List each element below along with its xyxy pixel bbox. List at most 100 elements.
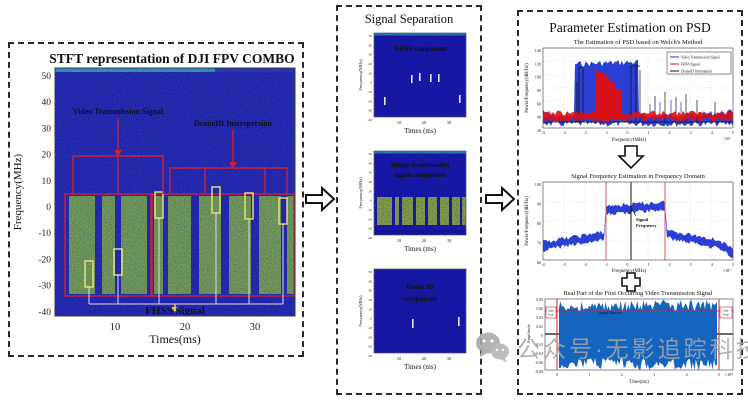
sep1-x-ticks: 10 20 30: [397, 120, 452, 125]
svg-text:30: 30: [369, 289, 373, 293]
svg-text:-20: -20: [38, 255, 51, 265]
svg-text:-2: -2: [583, 262, 587, 267]
welch-title: The Estimation of PSD based on Welch's M…: [574, 39, 703, 46]
svg-text:10: 10: [397, 356, 402, 361]
svg-text:-4: -4: [541, 262, 545, 267]
svg-text:0: 0: [626, 262, 628, 267]
svg-text:50: 50: [369, 270, 373, 274]
svg-text:Point: Point: [723, 314, 729, 317]
svg-text:-10: -10: [38, 229, 51, 239]
svg-text:30: 30: [447, 238, 452, 243]
fhss-connector-lines: [88, 213, 284, 305]
waveform-x-ticks: 0 1 2 3 4 5: [556, 372, 720, 377]
sep2-y-ticks: 50 40 30 20 10 0 -10 -20 -30 -40: [367, 152, 372, 240]
svg-text:60: 60: [537, 101, 541, 106]
svg-text:Start: Start: [548, 310, 553, 313]
psd-panel: Parameter Estimation on PSD The Estimati…: [517, 10, 743, 395]
svg-text:50: 50: [369, 152, 373, 156]
svg-text:End: End: [724, 310, 729, 313]
freqest-x-label: Frequency(MHz): [612, 269, 647, 274]
separation-title: Signal Separation: [365, 12, 454, 26]
freqest-y-label: Power/Frequency(dB/Hz): [525, 196, 530, 246]
svg-text:2: 2: [669, 262, 671, 267]
svg-text:0: 0: [541, 334, 543, 338]
waveform-x-scale: ×10⁴: [725, 372, 733, 377]
freqest-x-scale: ×10⁷: [723, 268, 731, 273]
svg-text:60: 60: [537, 260, 541, 265]
svg-text:40: 40: [369, 43, 373, 47]
svg-text:Point: Point: [548, 314, 554, 317]
svg-text:0.04: 0.04: [536, 316, 543, 320]
sep3-y-ticks: 50 40 30 20 10 0 -10 -20 -30 -40: [367, 270, 372, 358]
svg-text:20: 20: [537, 128, 541, 133]
svg-text:20: 20: [180, 322, 191, 333]
psd-figure: Parameter Estimation on PSD The Estimati…: [525, 20, 734, 385]
welch-plot-area: Video Transmission Signal FHSS Signal Dr…: [542, 47, 734, 129]
sep3-x-ticks: 10 20 30: [397, 356, 452, 361]
svg-text:1: 1: [647, 130, 649, 135]
video-bursts: [69, 196, 295, 294]
svg-text:-4: -4: [541, 130, 545, 135]
svg-text:10: 10: [369, 71, 373, 75]
freqest-title: Signal Frequency Estimation in Frequency…: [571, 173, 706, 180]
stft-panel: STFT representation of DJI FPV COMBO 50 4…: [8, 42, 304, 357]
svg-text:40: 40: [369, 279, 373, 283]
svg-text:5: 5: [732, 130, 734, 135]
svg-text:30: 30: [447, 356, 452, 361]
svg-text:0: 0: [370, 81, 372, 85]
droneid-component-label-1: Drone ID: [406, 283, 434, 291]
sep1-x-label: Times (ms): [404, 127, 437, 135]
svg-text:10: 10: [42, 177, 52, 187]
welch-x-ticks: -4 -3 -2 -1 0 1 2 3 4 5: [541, 130, 734, 135]
welch-legend: Video Transmission Signal FHSS Signal Dr…: [666, 51, 732, 75]
legend-video: Video Transmission Signal: [681, 56, 720, 60]
droneid-psd-trace: [543, 64, 733, 123]
svg-text:20: 20: [42, 151, 52, 161]
start-point-box: Start Point: [545, 306, 557, 319]
flow-arrow-1: [305, 185, 336, 213]
svg-text:30: 30: [42, 124, 52, 134]
psd-panel-title: Parameter Estimation on PSD: [549, 20, 711, 35]
svg-text:100: 100: [535, 182, 541, 187]
svg-text:-40: -40: [367, 236, 372, 240]
legend-fhss: FHSS Signal: [681, 63, 700, 67]
waveform-y-ticks: 0.08 0.06 0.04 0.02 0 -0.02 -0.04 -0.06 -0.08: [535, 298, 543, 374]
fhss-component-label: FHSS component: [395, 45, 448, 53]
svg-text:0.02: 0.02: [536, 325, 543, 329]
sep2-x-ticks: 10 20 30: [397, 238, 452, 243]
svg-text:-20: -20: [367, 99, 372, 103]
svg-text:5: 5: [718, 372, 720, 377]
end-point-box: End Point: [719, 306, 733, 319]
svg-text:-20: -20: [367, 335, 372, 339]
welch-y-ticks: 140 120 100 80 60 40 20: [535, 48, 541, 133]
svg-text:0: 0: [556, 372, 558, 377]
freqest-y-ticks: 100 90 80 70 60: [535, 182, 541, 265]
sep2-y-label: Frequency(MHz): [358, 177, 363, 209]
svg-text:-2: -2: [583, 130, 587, 135]
stft-y-ticks: 50 40 30 20 10 0 -10 -20 -30 -40: [38, 72, 51, 318]
svg-text:10: 10: [110, 322, 121, 333]
svg-text:0: 0: [370, 199, 372, 203]
stft-y-label: Frequency(MHz): [12, 153, 24, 230]
waveform-x-label: Time(ms): [629, 380, 649, 385]
svg-text:-30: -30: [38, 282, 51, 292]
svg-text:10: 10: [397, 238, 402, 243]
separation-figure: Signal Separation 50 40 30 20 10 0 -10 -20 -30 -4…: [358, 12, 467, 371]
svg-text:0: 0: [370, 317, 372, 321]
svg-text:-40: -40: [367, 354, 372, 358]
image-component-label-2: signal component: [394, 171, 447, 179]
svg-text:-0.06: -0.06: [535, 361, 543, 365]
duration-label: Signal Duration: [599, 311, 622, 315]
svg-text:-10: -10: [367, 90, 372, 94]
sep3-y-label: Frequency(MHz): [358, 295, 363, 327]
plus-sign: [621, 272, 641, 292]
image-component-label-1: Image transmission: [391, 161, 450, 169]
svg-text:20: 20: [369, 298, 373, 302]
waveform-plot-area: Start Point End Point Signal Duration: [544, 298, 734, 371]
svg-text:10: 10: [397, 120, 402, 125]
waveform-y-label: Amplitude: [526, 324, 531, 343]
stft-figure: STFT representation of DJI FPV COMBO 50 4…: [12, 51, 296, 346]
svg-text:-3: -3: [562, 130, 566, 135]
video-psd-trace: [543, 59, 733, 127]
waveform-trace: [559, 299, 717, 371]
